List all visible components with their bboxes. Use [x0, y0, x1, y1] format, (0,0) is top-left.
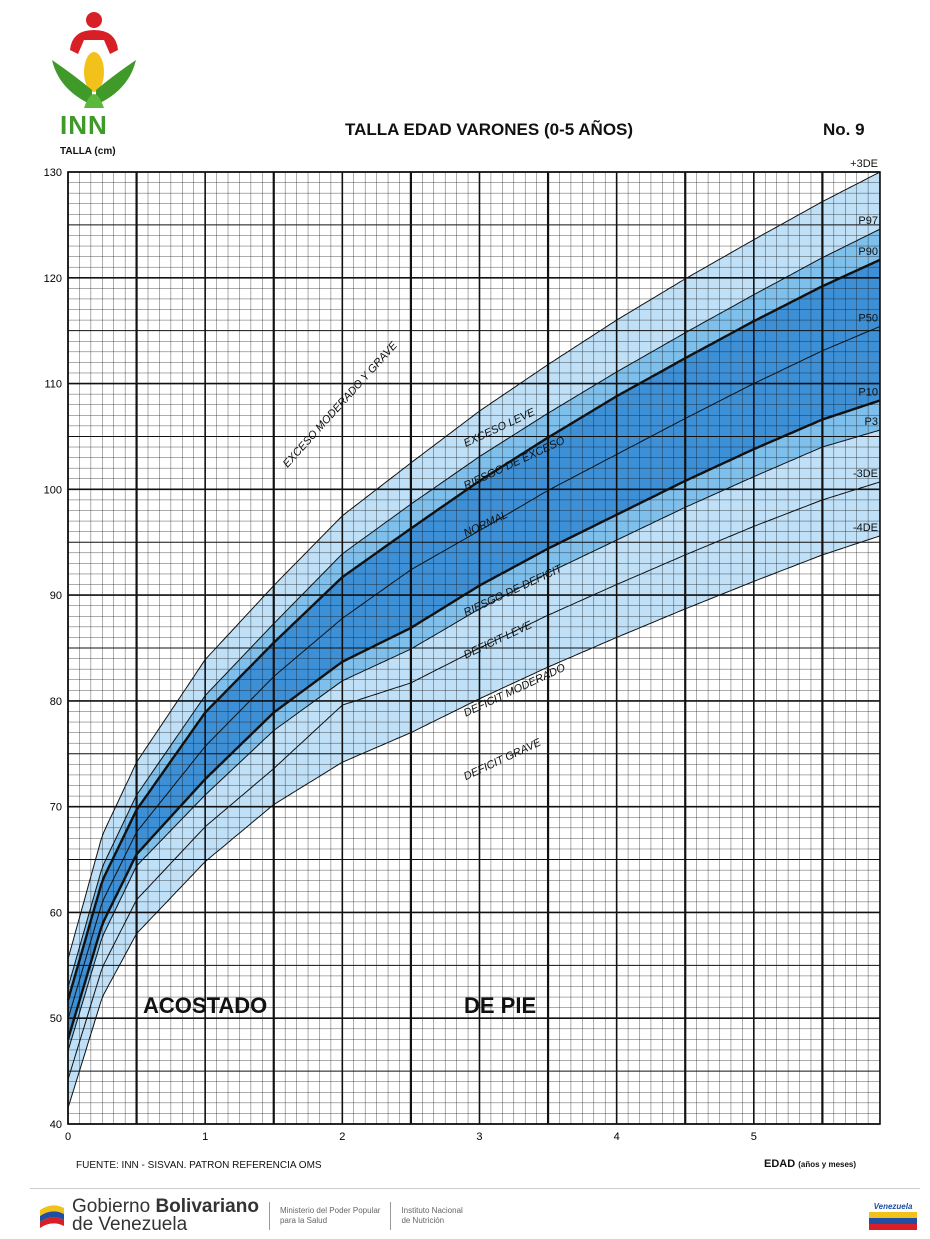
- series-label: P10: [858, 386, 878, 398]
- logo-text: INN: [60, 110, 108, 140]
- government-footer: Gobierno Bolivariano de Venezuela Minist…: [38, 1196, 463, 1235]
- series-line--3DE: [67, 481, 881, 1080]
- institute-line2: de Nutrición: [401, 1216, 445, 1225]
- logo-corn: [84, 52, 104, 92]
- gov-suffix: de Venezuela: [72, 1214, 188, 1235]
- footer-separator: [390, 1202, 392, 1230]
- inn-logo: [52, 12, 136, 108]
- y-tick-label: 90: [50, 590, 62, 602]
- footer-divider: [30, 1188, 920, 1189]
- band-P90-to-P50: [68, 259, 880, 1020]
- section-label: DE PIE: [464, 993, 536, 1018]
- series-label: -4DE: [853, 522, 878, 534]
- government-name: Gobierno Bolivariano de Venezuela: [72, 1196, 259, 1235]
- series-label: P90: [858, 246, 878, 258]
- growth-chart: +3DEP97P90P50P10P3-3DE-4DE40506070809010…: [44, 158, 881, 1143]
- badge-text: Venezuela: [874, 1202, 913, 1211]
- y-tick-label: 120: [44, 273, 62, 285]
- source-note: FUENTE: INN - SISVAN. PATRON REFERENCIA …: [76, 1160, 322, 1171]
- footer-separator: [268, 1202, 270, 1230]
- y-tick-label: 60: [50, 907, 62, 919]
- y-tick-label: 80: [50, 696, 62, 708]
- band--3DE-to--4DE: [68, 481, 880, 1109]
- gov-bold: Bolivariano: [155, 1196, 259, 1217]
- ministry-line2: para la Salud: [279, 1216, 328, 1225]
- band-P50-to-P10: [68, 326, 880, 1040]
- series-label: -3DE: [853, 468, 878, 480]
- logo-leaf-left: [52, 60, 92, 105]
- series-line-P90: [66, 258, 881, 1001]
- section-label: ACOSTADO: [143, 993, 267, 1018]
- y-tick-label: 100: [44, 484, 62, 496]
- x-tick-label: 5: [751, 1131, 757, 1143]
- x-axis-units: (años y meses): [798, 1160, 857, 1169]
- x-tick-label: 2: [339, 1131, 345, 1143]
- x-tick-label: 0: [65, 1131, 71, 1143]
- y-tick-label: 50: [50, 1013, 62, 1025]
- institute-name: Instituto Nacional de Nutrición: [401, 1206, 462, 1226]
- series-line--4DE: [67, 535, 881, 1109]
- logo-head: [86, 12, 102, 28]
- series-line-+3DE: [67, 171, 881, 960]
- logo-leaf-right: [96, 60, 136, 105]
- logo-leaf-center: [84, 94, 104, 108]
- series-label: +3DE: [850, 158, 878, 170]
- series-line-P10: [66, 399, 881, 1040]
- y-tick-label: 70: [50, 802, 62, 814]
- venezuela-badge: Venezuela: [865, 1200, 921, 1232]
- chart-title: TALLA EDAD VARONES (0-5 AÑOS): [345, 120, 634, 139]
- y-axis-label: TALLA (cm): [60, 146, 116, 157]
- x-tick-label: 4: [614, 1131, 620, 1143]
- y-tick-label: 40: [50, 1119, 62, 1131]
- y-tick-label: 130: [44, 167, 62, 179]
- series-line-P50: [67, 325, 881, 1020]
- venezuela-flag-icon: [40, 1205, 64, 1228]
- x-axis-label: EDAD (años y meses): [764, 1158, 856, 1170]
- series-label: P97: [858, 215, 878, 227]
- ministry-line1: Ministerio del Poder Popular: [279, 1206, 381, 1215]
- band-P3-to--3DE: [68, 430, 880, 1080]
- series-line-P3: [67, 429, 881, 1052]
- y-tick-label: 110: [44, 379, 62, 391]
- chart-number: No. 9: [823, 120, 865, 139]
- series-line-P97: [67, 228, 881, 988]
- x-tick-label: 3: [476, 1131, 482, 1143]
- x-tick-label: 1: [202, 1131, 208, 1143]
- series-label: P50: [858, 312, 878, 324]
- logo-figure-body: [70, 30, 118, 54]
- band-+3DE-to-P97: [68, 172, 880, 988]
- x-axis-label-text: EDAD: [764, 1158, 796, 1170]
- gov-prefix: Gobierno: [72, 1196, 151, 1217]
- series-label: P3: [865, 416, 878, 428]
- ministry-name: Ministerio del Poder Popular para la Sal…: [280, 1206, 381, 1226]
- institute-line1: Instituto Nacional: [401, 1206, 463, 1215]
- plot-frame: [67, 171, 881, 1125]
